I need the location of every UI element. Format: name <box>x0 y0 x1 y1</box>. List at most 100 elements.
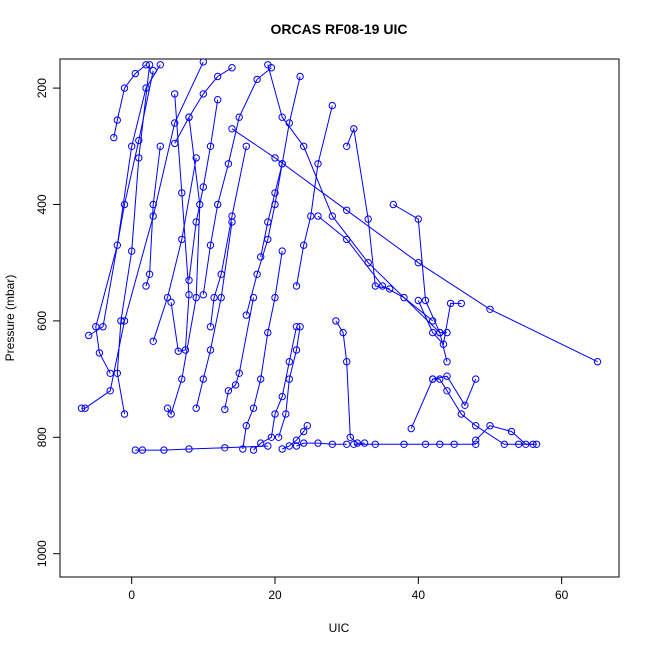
series-line <box>202 67 272 295</box>
data-point <box>81 404 89 412</box>
data-point <box>242 311 251 319</box>
data-point <box>135 154 143 162</box>
series-line <box>145 146 161 287</box>
data-point <box>185 445 193 453</box>
data-point <box>300 241 308 249</box>
data-point <box>110 133 118 142</box>
data-point <box>278 247 286 255</box>
data-point <box>436 375 444 383</box>
data-point <box>303 422 311 430</box>
data-point <box>113 116 122 124</box>
data-point <box>257 375 265 383</box>
data-point <box>206 241 215 249</box>
data-point <box>228 218 236 226</box>
data-point <box>85 331 93 340</box>
data-point <box>332 317 340 325</box>
data-point <box>300 439 308 447</box>
data-point <box>131 69 140 78</box>
data-point <box>77 404 86 412</box>
data-point <box>117 317 125 325</box>
data-point <box>532 440 541 448</box>
data-point <box>224 387 233 395</box>
data-point <box>307 212 315 220</box>
data-point <box>199 183 208 191</box>
series-line <box>282 425 308 450</box>
data-point <box>120 200 129 209</box>
profile-series-27 <box>142 142 165 290</box>
data-point <box>221 405 229 414</box>
chart-title: ORCAS RF08-19 UIC <box>271 21 408 37</box>
data-point <box>210 293 218 302</box>
data-point <box>285 358 293 366</box>
data-point <box>206 142 215 151</box>
data-point <box>199 59 207 66</box>
data-point <box>292 346 301 354</box>
data-point <box>178 235 186 244</box>
data-point <box>142 282 150 290</box>
data-point <box>224 160 233 168</box>
series-line <box>224 297 254 410</box>
data-point <box>163 293 172 302</box>
series-line <box>174 67 233 144</box>
data-point <box>128 247 136 255</box>
profile-series-33 <box>171 64 236 148</box>
data-point <box>181 346 190 354</box>
data-point <box>378 282 387 290</box>
data-point <box>414 296 422 305</box>
data-point <box>285 442 293 450</box>
series-line <box>410 375 477 429</box>
data-point <box>292 436 301 444</box>
profile-series-15 <box>292 439 351 450</box>
data-point <box>350 440 358 448</box>
data-point <box>249 404 258 412</box>
data-point <box>285 375 293 383</box>
profile-series-16 <box>332 317 369 447</box>
y-axis-label: Pressure (mbar) <box>3 275 17 362</box>
data-point <box>271 189 279 197</box>
profile-series-26 <box>264 61 451 366</box>
data-point <box>160 446 168 454</box>
profile-series-10 <box>239 247 286 453</box>
data-point <box>192 154 200 162</box>
series-line <box>210 146 247 327</box>
data-point <box>314 212 322 220</box>
profile-series-21 <box>472 422 541 448</box>
profile-series-31 <box>149 154 200 345</box>
profile-series-19 <box>429 375 537 448</box>
data-point <box>185 276 193 284</box>
data-point <box>446 299 455 308</box>
y-tick-label: 200 <box>35 78 49 98</box>
profile-series-34 <box>242 160 286 319</box>
data-point <box>436 328 444 337</box>
data-point <box>217 293 225 302</box>
data-point <box>407 424 415 433</box>
data-point <box>264 61 272 69</box>
data-point <box>145 270 154 278</box>
series-line <box>346 126 390 290</box>
data-point <box>278 113 286 121</box>
series-line <box>152 157 197 342</box>
data-point <box>414 215 422 223</box>
series-line <box>135 445 268 451</box>
data-point <box>443 328 451 337</box>
data-point <box>249 446 258 454</box>
data-point <box>120 84 129 92</box>
profile-series-8 <box>199 64 276 299</box>
data-point <box>386 285 394 293</box>
profile-series-5 <box>85 66 157 340</box>
data-point <box>389 200 397 209</box>
data-point <box>156 142 165 151</box>
data-point <box>192 404 200 412</box>
data-point <box>421 296 430 305</box>
data-point <box>360 439 369 447</box>
data-point <box>443 358 451 366</box>
data-point <box>300 427 308 436</box>
data-point <box>156 61 165 69</box>
data-point <box>163 404 172 412</box>
data-point <box>214 72 222 81</box>
data-point <box>450 440 458 448</box>
data-point <box>196 200 204 209</box>
profile-series-18 <box>350 440 480 448</box>
data-point <box>214 96 222 104</box>
data-point <box>400 440 408 448</box>
